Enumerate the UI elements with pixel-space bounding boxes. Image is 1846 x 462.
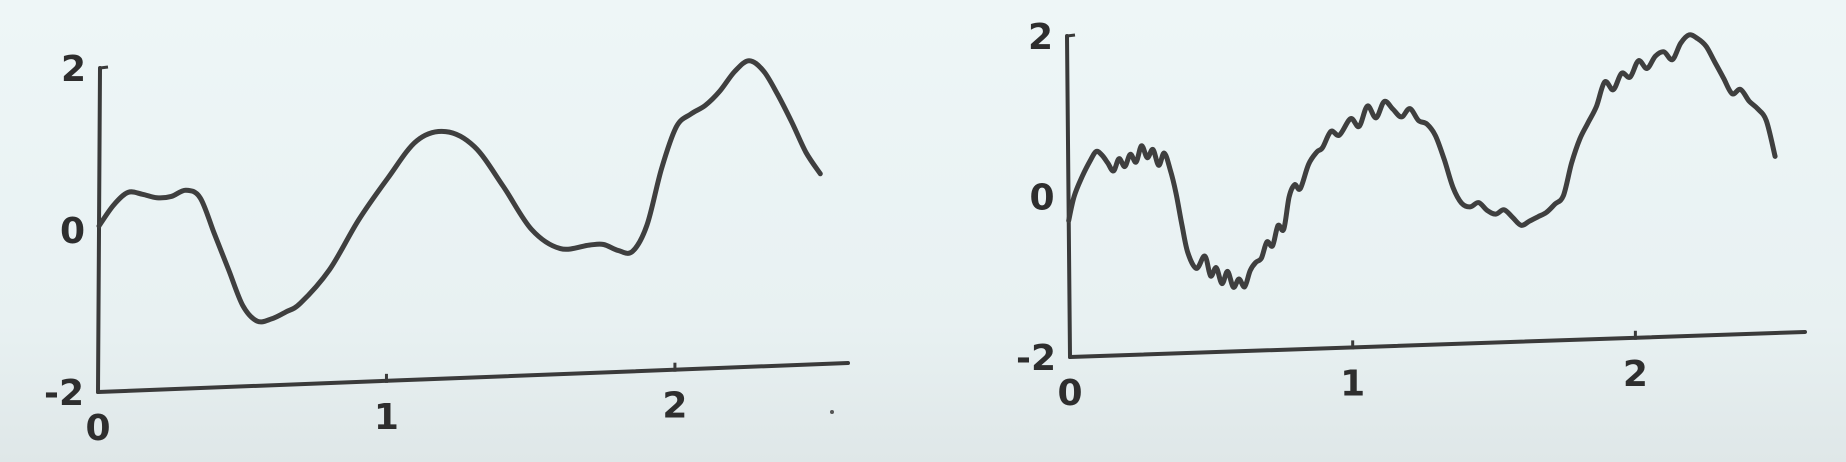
chart-right: 0 1 2-202 (1016, 17, 1807, 414)
x-axis-line (1068, 330, 1807, 359)
series-line (1066, 32, 1778, 290)
y-tick-label: 0 (1029, 178, 1054, 219)
chart-left: 0 1 2-202 (44, 49, 850, 449)
y-axis-line (1065, 34, 1072, 359)
y-tick-label: 0 (60, 211, 85, 252)
x-tick-label: 1 (374, 397, 399, 438)
y-tick-label: 2 (1028, 17, 1053, 58)
x-tick-label: 0 (85, 408, 110, 449)
y-axis-cap (1066, 33, 1076, 38)
x-tick-label: 2 (662, 386, 687, 427)
x-tick-label: 1 (1340, 363, 1365, 404)
specks-dot (830, 410, 834, 414)
x-tick-label: 0 (1057, 373, 1082, 414)
x-tick-label: 2 (1623, 354, 1648, 395)
y-axis-cap (99, 65, 109, 70)
y-axis-line (96, 66, 102, 394)
y-tick-label: -2 (44, 373, 84, 414)
series-line (96, 58, 823, 325)
y-tick-label: -2 (1016, 338, 1056, 379)
x-axis-line (96, 361, 850, 394)
y-tick-label: 2 (61, 49, 86, 90)
